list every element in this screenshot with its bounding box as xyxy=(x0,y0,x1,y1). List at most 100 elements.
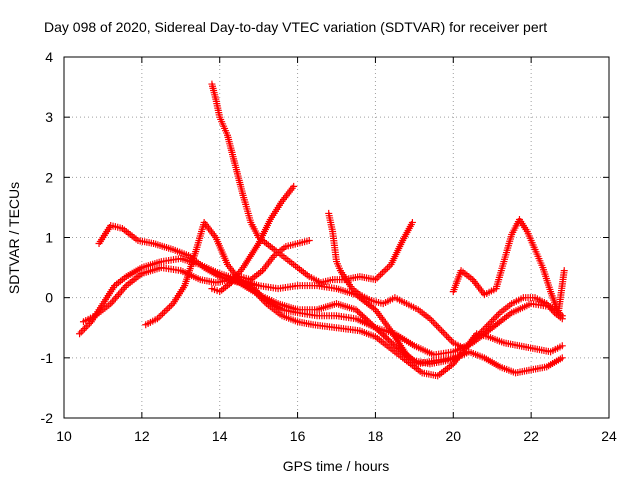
x-tick-label: 14 xyxy=(212,428,228,444)
data-point-run xyxy=(514,366,533,376)
data-point-run xyxy=(248,221,262,239)
data-point xyxy=(76,330,84,338)
data-point-run xyxy=(284,256,300,270)
series-track-e xyxy=(208,80,416,287)
data-point-run xyxy=(388,239,406,267)
data-point-run xyxy=(428,316,444,333)
data-point-run xyxy=(296,237,311,247)
data-point-run xyxy=(249,268,265,282)
x-tick-label: 22 xyxy=(523,428,539,444)
data-point xyxy=(558,315,566,323)
data-point-run xyxy=(140,258,163,271)
data-point-run xyxy=(416,307,432,321)
data-point-run xyxy=(77,319,94,336)
data-point-run xyxy=(532,248,546,269)
data-point-run xyxy=(296,265,311,279)
data-point-run xyxy=(373,325,397,348)
y-tick-label: 0 xyxy=(45,290,53,306)
data-point-run xyxy=(452,340,467,352)
data-point xyxy=(153,315,161,323)
data-point xyxy=(426,315,434,323)
data-point-run xyxy=(451,347,468,366)
x-tick-label: 12 xyxy=(134,428,150,444)
y-tick-label: 4 xyxy=(45,49,53,65)
data-point-run xyxy=(240,194,254,224)
data-point-run xyxy=(218,280,233,294)
data-point-run xyxy=(510,295,525,306)
data-point-run xyxy=(483,286,498,297)
data-point-run xyxy=(171,246,190,259)
data-point-run xyxy=(152,240,175,253)
data-point-run xyxy=(393,343,417,363)
data-point-run xyxy=(439,328,456,345)
data-point-run xyxy=(272,244,288,258)
data-point-run xyxy=(373,334,393,351)
data-point-run xyxy=(308,274,323,285)
data-point-run xyxy=(144,316,159,328)
data-point-run xyxy=(311,321,338,331)
data-point-run xyxy=(467,349,486,361)
data-point-run xyxy=(493,260,507,290)
data-point-run xyxy=(155,301,175,321)
data-point xyxy=(371,324,379,332)
data-point-run xyxy=(238,273,253,283)
data-point-run xyxy=(524,230,538,251)
y-tick-label: 1 xyxy=(45,230,53,246)
data-point-run xyxy=(482,355,502,370)
data-point-run xyxy=(217,115,231,137)
data-point-run xyxy=(160,255,182,265)
data-point-run xyxy=(252,289,269,306)
data-point-run xyxy=(555,269,568,314)
data-point-run xyxy=(257,282,280,292)
x-axis-label: GPS time / hours xyxy=(283,458,390,474)
data-point xyxy=(352,306,360,314)
data-point xyxy=(465,348,473,356)
data-points xyxy=(76,80,568,380)
y-tick-label: -1 xyxy=(41,350,54,366)
data-point-run xyxy=(213,236,231,266)
data-point-run xyxy=(284,240,299,250)
data-point-run xyxy=(193,221,207,251)
data-point-run xyxy=(329,230,340,263)
data-point-run xyxy=(140,264,163,277)
data-point xyxy=(371,276,379,284)
data-point-run xyxy=(268,199,285,221)
data-point-run xyxy=(198,276,218,286)
data-point-run xyxy=(260,253,277,273)
data-point-run xyxy=(109,222,124,232)
data-point-run xyxy=(315,300,338,313)
data-point-run xyxy=(490,310,514,330)
x-tick-label: 10 xyxy=(56,428,72,444)
data-point xyxy=(305,237,313,245)
data-point-run xyxy=(470,277,487,297)
series-track-g xyxy=(235,237,313,284)
data-point-run xyxy=(124,265,144,279)
data-point-run xyxy=(335,300,358,313)
data-point-run xyxy=(93,301,113,318)
data-point-run xyxy=(232,163,247,197)
data-point-run xyxy=(170,284,187,306)
data-point-run xyxy=(160,264,182,274)
series-track-i xyxy=(449,215,568,317)
data-point-run xyxy=(502,339,521,349)
data-point-run xyxy=(96,223,113,246)
data-point xyxy=(290,182,298,190)
data-point-run xyxy=(533,345,552,355)
data-point-run xyxy=(202,265,222,279)
chart-title: Day 098 of 2020, Sidereal Day-to-day VTE… xyxy=(44,19,547,35)
data-point-run xyxy=(540,266,554,293)
data-point-run xyxy=(400,220,415,243)
data-point-run xyxy=(108,283,129,306)
data-point-run xyxy=(276,300,299,313)
data-point-run xyxy=(474,322,491,339)
data-point-run xyxy=(450,269,464,294)
data-point xyxy=(438,327,446,335)
data-point-run xyxy=(436,361,455,378)
data-point-run xyxy=(124,271,144,288)
data-point-run xyxy=(463,334,479,351)
data-point-run xyxy=(212,97,223,119)
data-point-run xyxy=(240,241,261,270)
data-point-run xyxy=(264,241,276,252)
data-point xyxy=(473,333,481,341)
